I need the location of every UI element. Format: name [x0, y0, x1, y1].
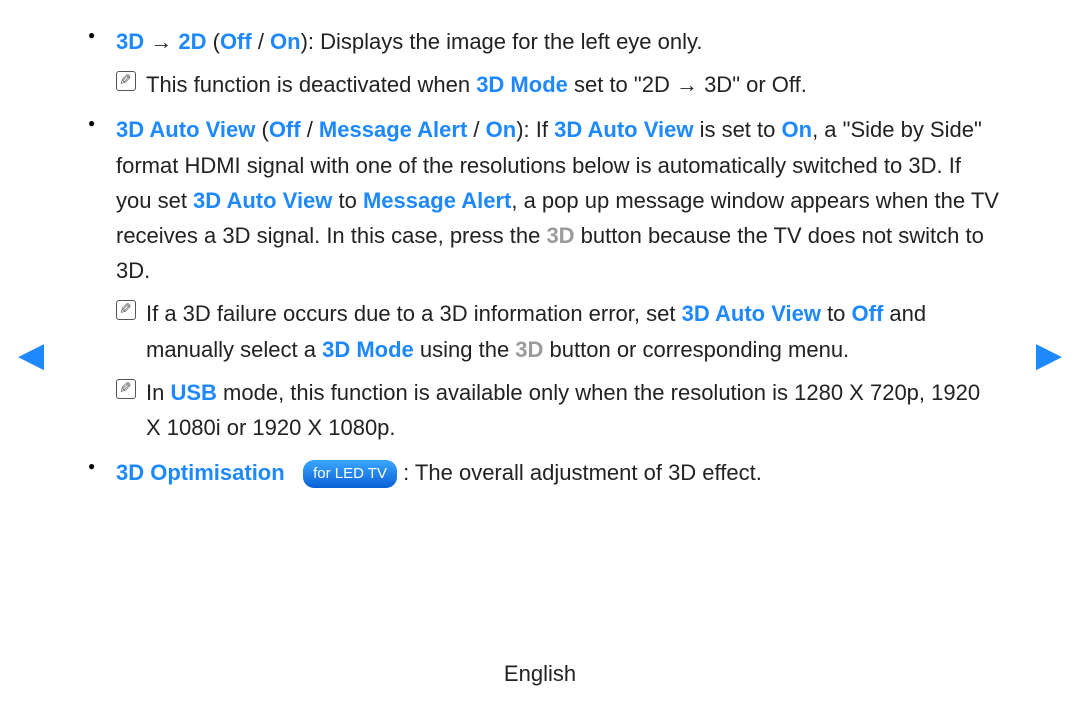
text: (	[255, 117, 268, 142]
link-3d-auto-view: 3D Auto View	[554, 117, 693, 142]
led-tv-badge: for LED TV	[303, 460, 397, 488]
next-page-arrow[interactable]: ▶	[1036, 335, 1062, 375]
link-on: On	[486, 117, 517, 142]
link-3d-auto-view: 3D Auto View	[193, 188, 332, 213]
text: to	[332, 188, 363, 213]
text: (	[206, 29, 219, 54]
list-item: 3D Auto View (Off / Message Alert / On):…	[116, 112, 1000, 445]
text: button or corresponding menu.	[543, 337, 849, 362]
bullet-list: 3D → 2D (Off / On): Displays the image f…	[80, 24, 1000, 490]
list-item: 3D Optimisation for LED TV : The overall…	[116, 455, 1000, 490]
link-off: Off	[269, 117, 301, 142]
link-3d-optimisation: 3D Optimisation	[116, 460, 285, 485]
link-3d-auto-view: 3D Auto View	[116, 117, 255, 142]
note: If a 3D failure occurs due to a 3D infor…	[116, 296, 1000, 366]
button-3d: 3D	[546, 223, 574, 248]
link-message-alert: Message Alert	[319, 117, 467, 142]
text: to	[821, 301, 852, 326]
text: /	[467, 117, 485, 142]
link-message-alert: Message Alert	[363, 188, 511, 213]
note: This function is deactivated when 3D Mod…	[116, 67, 1000, 102]
text: set to "2D → 3D" or Off.	[568, 72, 807, 97]
note: In USB mode, this function is available …	[116, 375, 1000, 445]
text: /	[252, 29, 270, 54]
note-icon	[116, 379, 136, 399]
text: /	[301, 117, 319, 142]
text: is set to	[693, 117, 781, 142]
text: ): If	[516, 117, 554, 142]
link-on: On	[270, 29, 301, 54]
text: If a 3D failure occurs due to a 3D infor…	[146, 301, 682, 326]
note-icon	[116, 300, 136, 320]
text: This function is deactivated when	[146, 72, 476, 97]
text: using the	[414, 337, 516, 362]
text: mode, this function is available only wh…	[146, 380, 980, 440]
bullet2-text: 3D Auto View (Off / Message Alert / On):…	[116, 112, 1000, 288]
page-language-footer: English	[0, 661, 1080, 687]
link-off: Off	[852, 301, 884, 326]
prev-page-arrow[interactable]: ◀	[18, 335, 44, 375]
content-area: 3D → 2D (Off / On): Displays the image f…	[80, 24, 1000, 490]
link-usb: USB	[170, 380, 216, 405]
link-off: Off	[220, 29, 252, 54]
text: ): Displays the image for the left eye o…	[301, 29, 703, 54]
text: : The overall adjustment of 3D effect.	[403, 460, 762, 485]
text: →	[144, 29, 178, 54]
note-icon	[116, 71, 136, 91]
bullet3-text: 3D Optimisation for LED TV : The overall…	[116, 455, 1000, 490]
link-3d: 3D	[116, 29, 144, 54]
link-3d-mode: 3D Mode	[322, 337, 414, 362]
list-item: 3D → 2D (Off / On): Displays the image f…	[116, 24, 1000, 102]
link-3d-auto-view: 3D Auto View	[682, 301, 821, 326]
link-2d: 2D	[178, 29, 206, 54]
link-3d-mode: 3D Mode	[476, 72, 568, 97]
link-on: On	[782, 117, 813, 142]
manual-page: ◀ ▶ 3D → 2D (Off / On): Displays the ima…	[0, 0, 1080, 705]
button-3d: 3D	[515, 337, 543, 362]
text: In	[146, 380, 170, 405]
bullet1-text: 3D → 2D (Off / On): Displays the image f…	[116, 24, 1000, 59]
